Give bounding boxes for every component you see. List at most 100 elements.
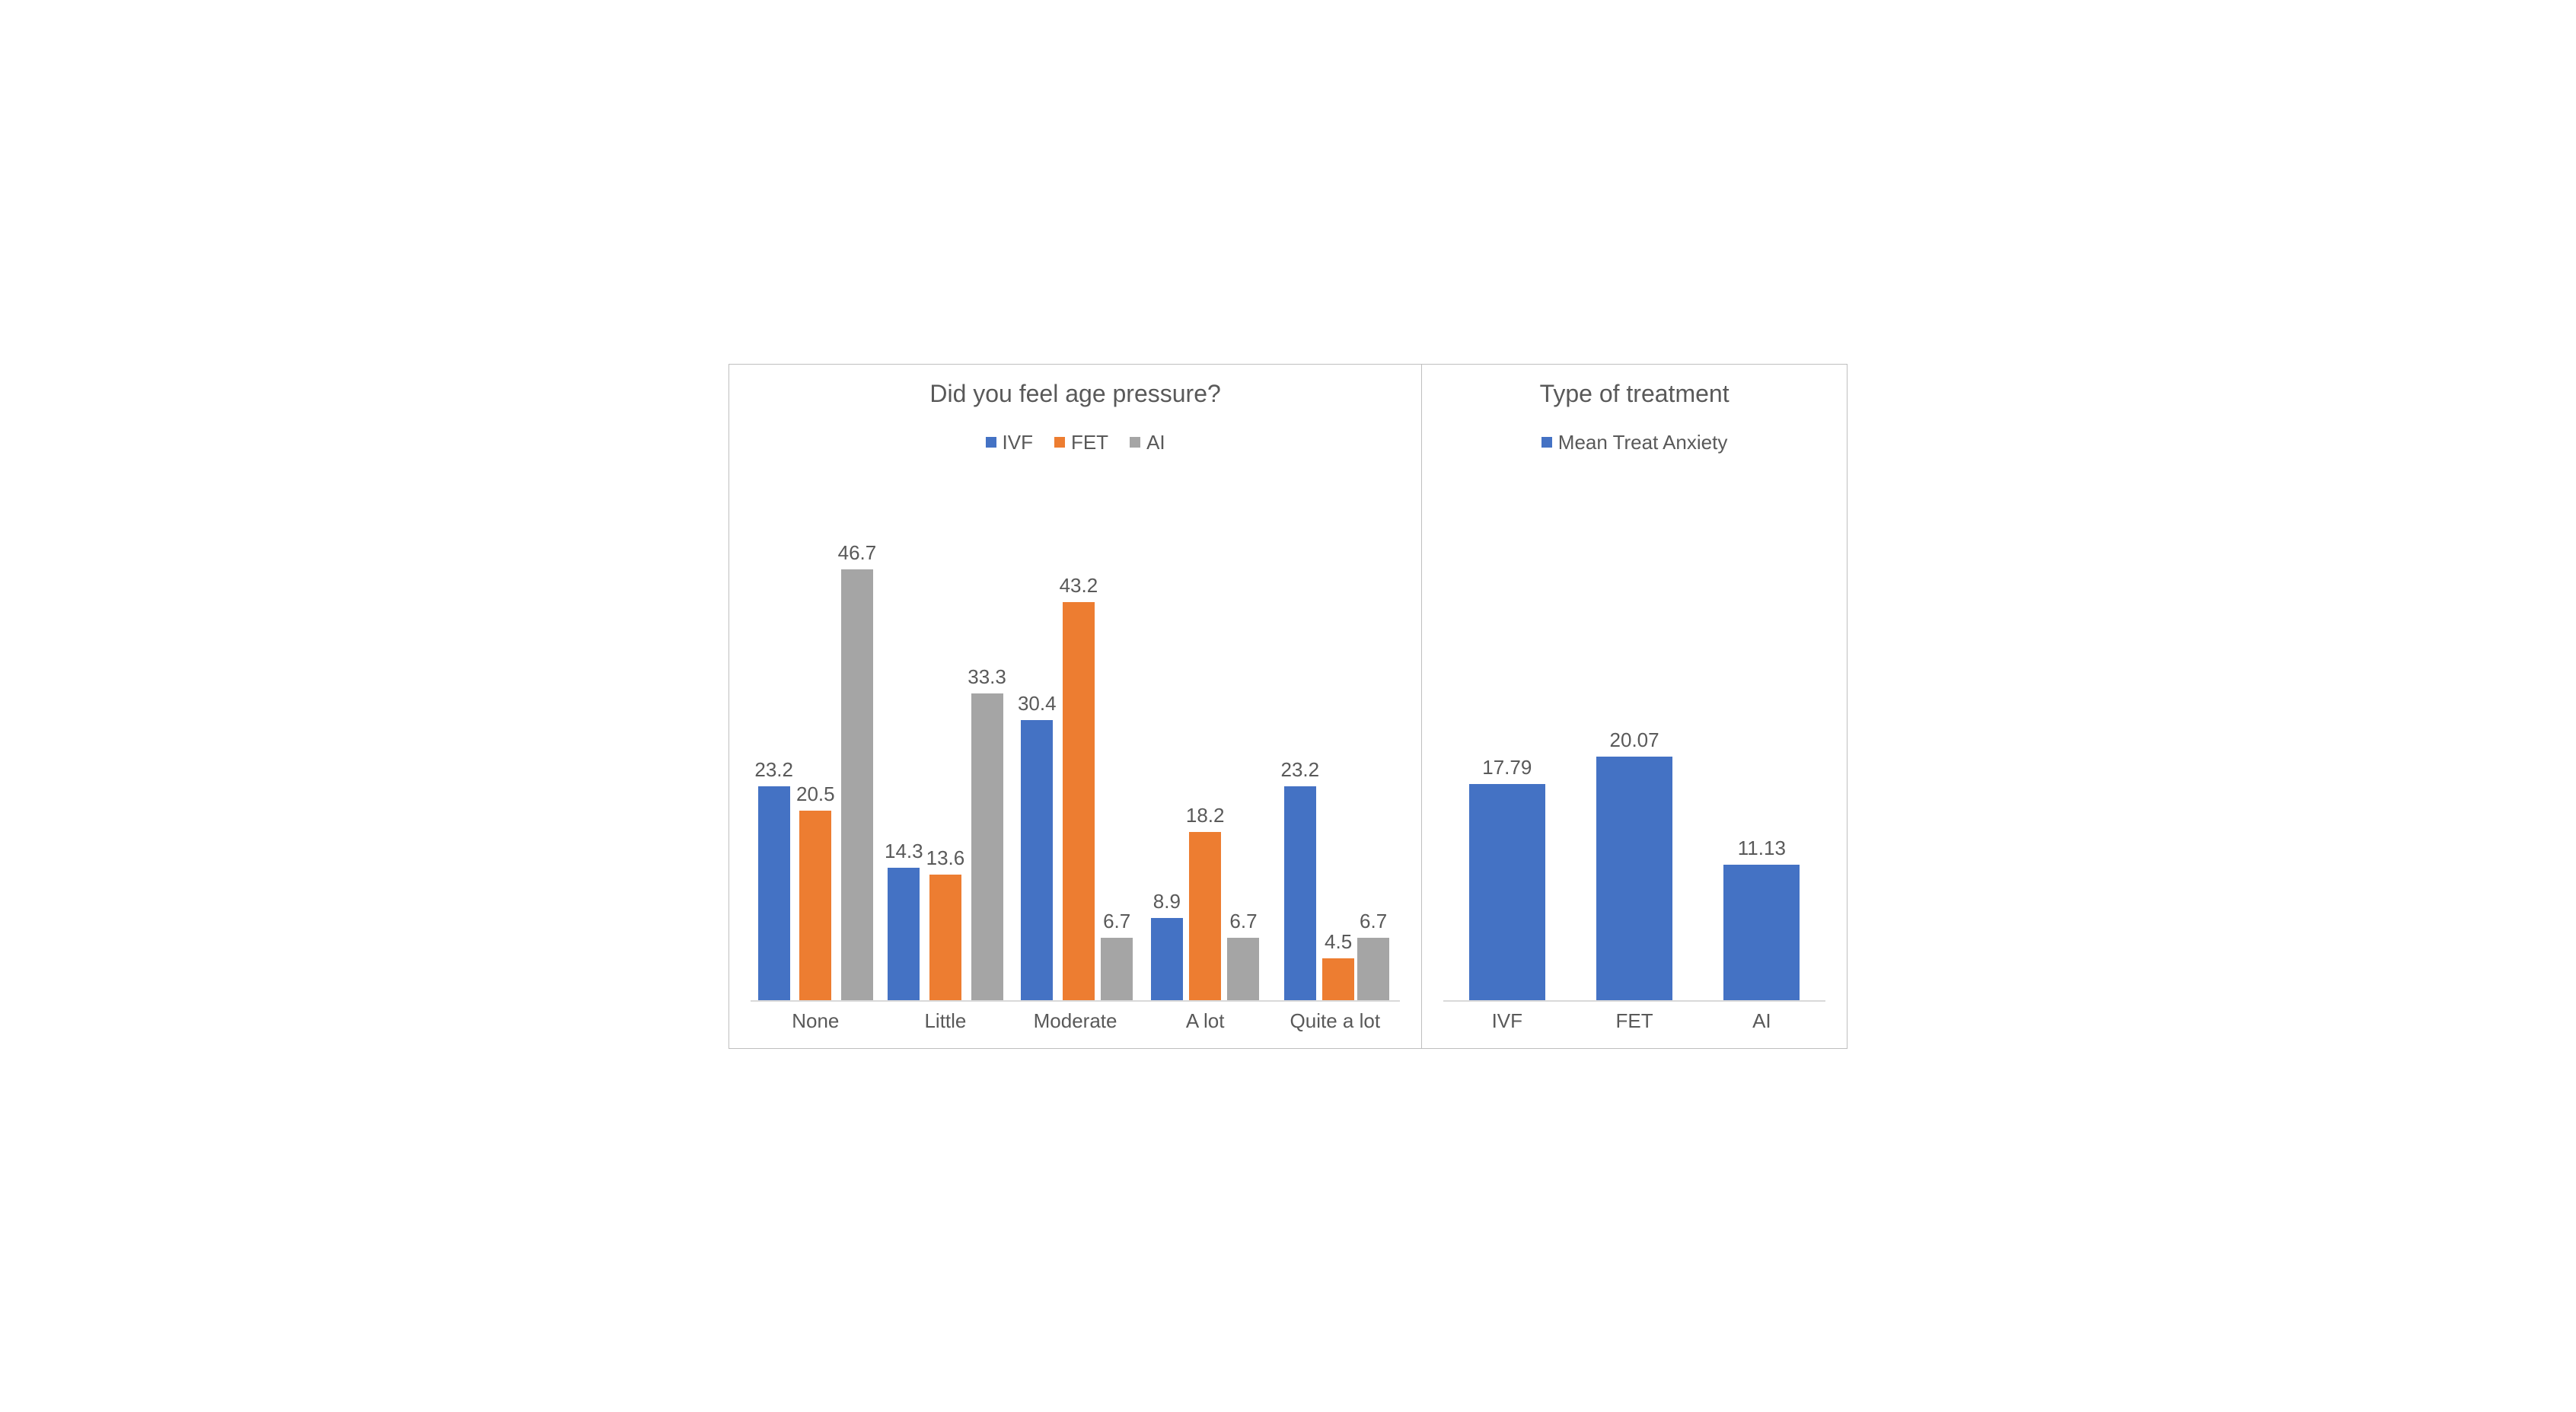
bar-value-label: 4.5 [1325, 930, 1352, 954]
bar-wrap: 13.6 [926, 846, 965, 1000]
bar-wrap: 14.3 [885, 840, 923, 999]
bar-cluster: 8.9 18.2 6.7 [1140, 804, 1270, 999]
chart-container: Did you feel age pressure? IVFFETAI 23.2… [728, 364, 1848, 1049]
right-plot-area: 17.79 20.07 11.13 [1443, 473, 1825, 1002]
legend-item: AI [1130, 431, 1165, 454]
bar-value-label: 33.3 [968, 665, 1006, 689]
bar [1101, 938, 1133, 999]
bar-value-label: 6.7 [1103, 910, 1130, 933]
left-plot-area: 23.220.546.714.313.633.330.443.26.78.918… [751, 473, 1400, 1002]
bar-value-label: 23.2 [1281, 758, 1320, 782]
bar-cluster: 20.07 [1570, 728, 1698, 1000]
legend-label: IVF [1003, 431, 1033, 454]
bar-wrap: 17.79 [1469, 756, 1545, 999]
right-chart-panel: Type of treatment Mean Treat Anxiety 17.… [1422, 365, 1847, 1048]
bar-cluster: 23.220.5 46.7 [751, 541, 881, 999]
bar-wrap: 23.2 [754, 758, 793, 1000]
legend-swatch [1541, 437, 1552, 448]
bar-wrap: 43.2 [1060, 574, 1098, 1000]
bar-wrap: 4.5 [1322, 930, 1354, 999]
bar [841, 569, 873, 999]
x-category-label: Little [881, 1009, 1011, 1033]
x-category-label: IVF [1443, 1009, 1570, 1033]
bar-value-label: 17.79 [1482, 756, 1532, 779]
bar [1063, 602, 1095, 1000]
category-group: 14.313.6 33.3 [881, 665, 1011, 1000]
bar-value-label: 8.9 [1153, 890, 1181, 913]
bar-value-label: 23.2 [754, 758, 793, 782]
bar-cluster: 17.79 [1443, 756, 1570, 999]
bar [1596, 757, 1672, 1000]
bar-value-label: 18.2 [1186, 804, 1225, 827]
bar-wrap: 46.7 [838, 541, 877, 999]
bar-wrap: 18.2 [1186, 804, 1225, 999]
bar-value-label: 11.13 [1738, 837, 1786, 860]
legend-item: Mean Treat Anxiety [1541, 431, 1728, 454]
legend-label: Mean Treat Anxiety [1558, 431, 1728, 454]
bar-wrap: 8.9 [1151, 890, 1183, 1000]
legend-item: FET [1054, 431, 1108, 454]
bar-wrap: 6.7 [1101, 910, 1133, 999]
bar-wrap: 6.7 [1227, 910, 1259, 999]
bar-value-label: 13.6 [926, 846, 965, 870]
bar [1189, 832, 1221, 999]
legend-swatch [1054, 437, 1065, 448]
x-category-label: AI [1698, 1009, 1825, 1033]
bar-value-label: 6.7 [1360, 910, 1387, 933]
bar-value-label: 14.3 [885, 840, 923, 863]
bar [1227, 938, 1259, 999]
bar [799, 811, 831, 999]
category-group: 30.4 43.2 6.7 [1010, 574, 1140, 1000]
bar [971, 693, 1003, 1000]
right-chart-legend: Mean Treat Anxiety [1443, 431, 1825, 454]
bar-wrap: 20.5 [796, 782, 835, 999]
legend-item: IVF [986, 431, 1033, 454]
bar [758, 786, 790, 1000]
bar-wrap: 23.2 [1281, 758, 1320, 1000]
legend-swatch [1130, 437, 1140, 448]
x-category-label: A lot [1140, 1009, 1270, 1033]
bar [1469, 784, 1545, 999]
bar [1151, 918, 1183, 1000]
right-chart-title: Type of treatment [1443, 380, 1825, 408]
category-group: 8.9 18.2 6.7 [1140, 804, 1270, 999]
category-group: 23.220.5 46.7 [751, 541, 881, 999]
bar [1723, 865, 1800, 999]
bar-cluster: 23.2 4.5 6.7 [1270, 758, 1401, 1000]
bar-value-label: 20.07 [1610, 728, 1659, 752]
x-category-label: None [751, 1009, 881, 1033]
bar-wrap: 6.7 [1357, 910, 1389, 999]
bar-wrap: 33.3 [968, 665, 1006, 1000]
left-chart-legend: IVF FET AI [751, 431, 1400, 454]
bar-value-label: 46.7 [838, 541, 877, 565]
bar-value-label: 20.5 [796, 782, 835, 806]
bar [1021, 720, 1053, 1000]
bar-value-label: 30.4 [1018, 692, 1057, 716]
legend-label: AI [1146, 431, 1165, 454]
bar-value-label: 43.2 [1060, 574, 1098, 598]
left-x-axis: NoneLittleModerateA lotQuite a lot [751, 1009, 1400, 1033]
bar [888, 868, 920, 999]
legend-label: FET [1071, 431, 1108, 454]
x-category-label: Moderate [1010, 1009, 1140, 1033]
bar-cluster: 11.13 [1698, 837, 1825, 999]
bar-wrap: 11.13 [1723, 837, 1800, 999]
category-group: 11.13 [1698, 837, 1825, 999]
x-category-label: FET [1570, 1009, 1698, 1033]
bar [1357, 938, 1389, 999]
left-chart-panel: Did you feel age pressure? IVF FET AI 23.2… [729, 365, 1422, 1048]
bar [1322, 958, 1354, 999]
category-group: 20.07 [1570, 728, 1698, 1000]
bar [1284, 786, 1316, 1000]
left-chart-title: Did you feel age pressure? [751, 380, 1400, 408]
bar-cluster: 14.313.6 33.3 [881, 665, 1011, 1000]
legend-swatch [986, 437, 996, 448]
bar-wrap: 30.4 [1018, 692, 1057, 1000]
bar-value-label: 6.7 [1229, 910, 1257, 933]
x-category-label: Quite a lot [1270, 1009, 1401, 1033]
bar [929, 875, 961, 1000]
category-group: 17.79 [1443, 756, 1570, 999]
bar-wrap: 20.07 [1596, 728, 1672, 1000]
right-x-axis: IVFFETAI [1443, 1009, 1825, 1033]
category-group: 23.2 4.5 6.7 [1270, 758, 1401, 1000]
